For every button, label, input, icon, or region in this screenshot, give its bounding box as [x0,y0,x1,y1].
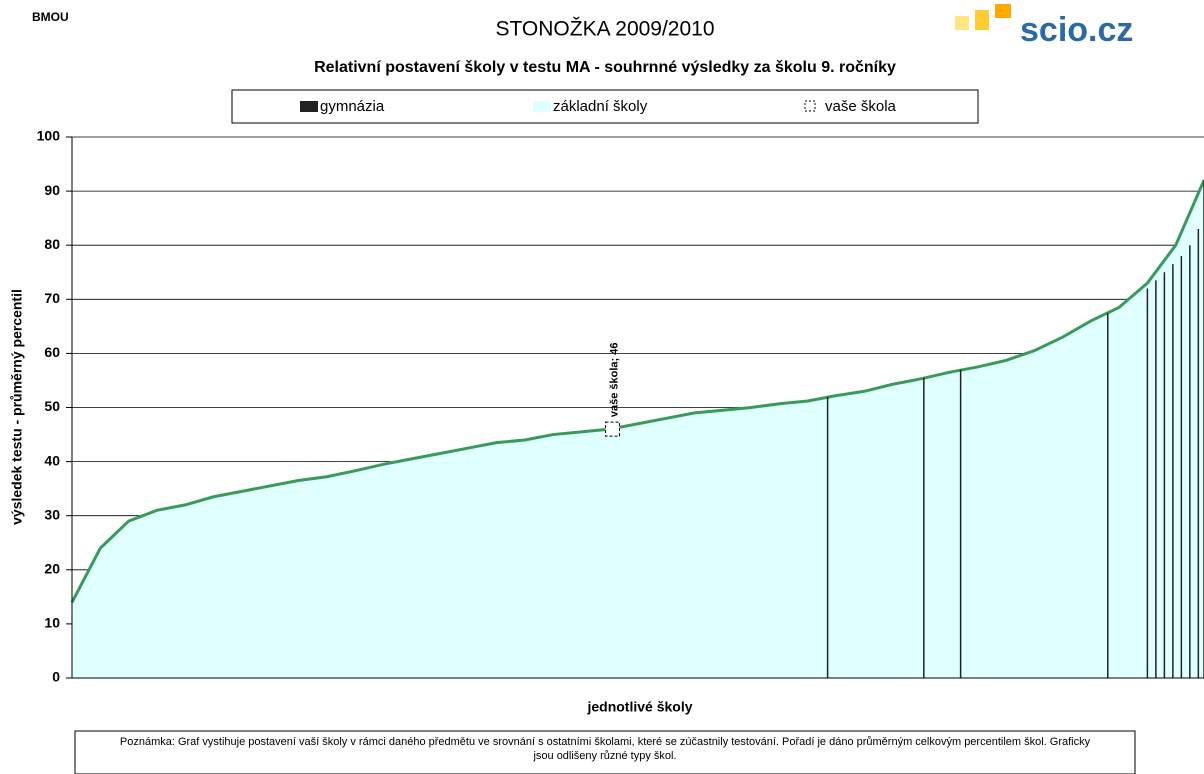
legend-label: základní školy [553,98,648,115]
y-tick-label: 100 [37,128,61,144]
chart-title: Relativní postavení školy v testu MA - s… [314,59,896,76]
legend-box [231,89,979,124]
note-box [74,730,1136,774]
y-tick-label: 10 [44,615,60,631]
code: BMOU [32,10,69,24]
legend-swatch [804,100,816,112]
legend-swatch [300,101,318,112]
y-tick-label: 50 [44,398,60,414]
logo: scio.cz [1020,11,1133,49]
y-tick-label: 80 [44,236,60,252]
legend-swatch [533,101,551,112]
note: Poznámka: Graf vystihuje postavení vaší … [119,736,1091,762]
y-tick-label: 20 [44,561,60,577]
data-label: vaše škola; 46 [608,343,620,418]
y-axis-label: výsledek testu - průměrný percentil [9,289,25,525]
page-title: STONOŽKA 2009/2010 [495,18,714,41]
logo-square [995,4,1011,18]
y-tick-label: 90 [44,182,60,198]
note-wrap: Poznámka: Graf vystihuje postavení vaší … [119,736,1091,762]
y-tick-label: 60 [44,344,60,360]
x-axis-label: jednotlivé školy [586,699,692,715]
y-tick-label: 40 [44,452,60,468]
logo-square [975,10,989,30]
point [605,421,621,437]
y-tick-label: 0 [52,669,60,685]
line [70,179,1204,603]
y-tick-label: 30 [44,506,60,522]
logo-square [955,16,969,30]
y-tick-label: 70 [44,290,60,306]
legend-label: gymnázia [320,98,385,115]
area [72,180,1204,678]
legend-label: vaše škola [825,98,897,115]
